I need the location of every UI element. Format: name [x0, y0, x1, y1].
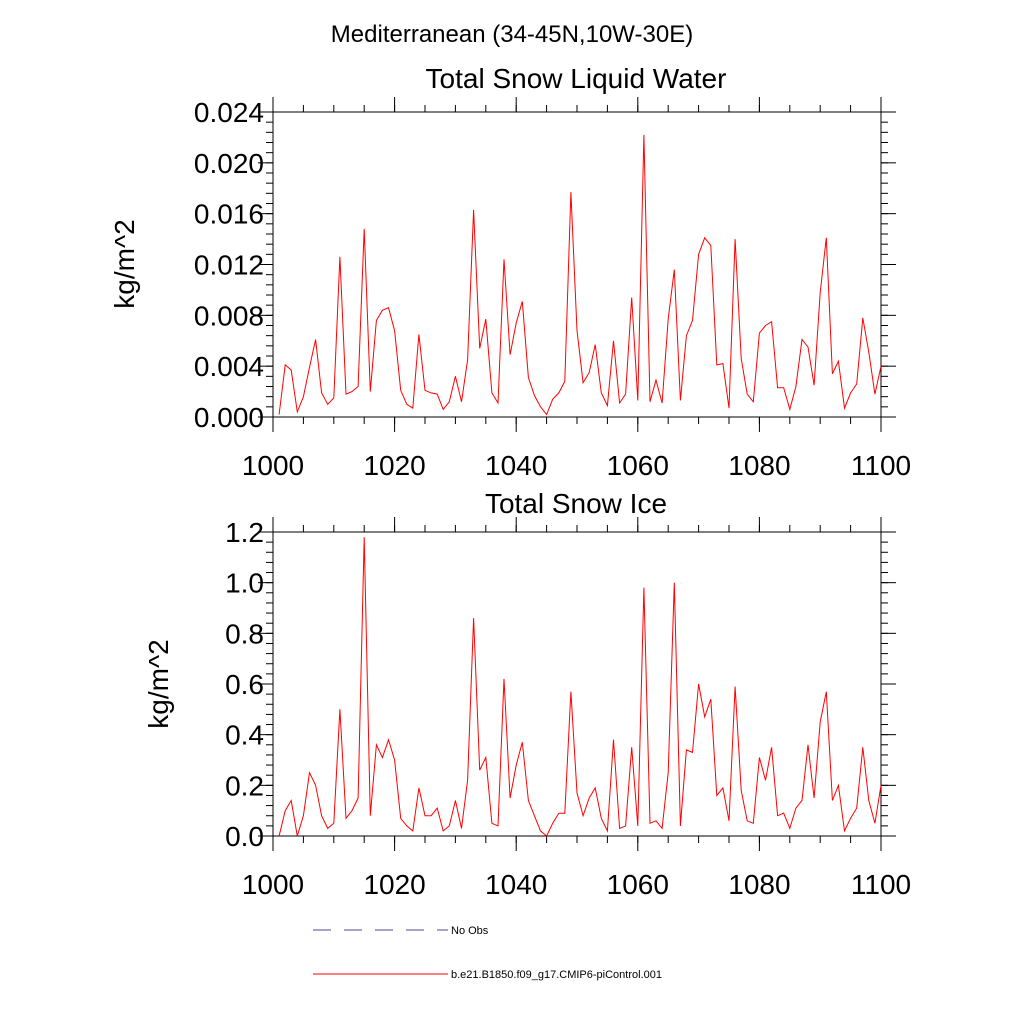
series-line [278, 134, 882, 416]
x-tick-label: 1040 [485, 450, 547, 481]
panel-snow-ice: Total Snow Ice kg/m^2 1000 1020 1040 1060 10… [143, 488, 911, 900]
ticks [258, 517, 896, 851]
axes-frame [272, 111, 882, 418]
y-tick-label: 0.2 [225, 770, 264, 801]
y-tick-label: 0.024 [194, 97, 264, 128]
x-tick-labels: 1000 1020 1040 1060 1080 1100 [242, 869, 911, 900]
x-tick-label: 1000 [242, 450, 304, 481]
y-tick-label: 1.0 [225, 568, 264, 599]
y-axis-label: kg/m^2 [143, 639, 174, 728]
figure-title: Mediterranean (34-45N,10W-30E) [331, 21, 693, 48]
x-tick-label: 1100 [851, 869, 911, 900]
x-tick-label: 1000 [242, 869, 304, 900]
x-tick-label: 1060 [607, 450, 669, 481]
y-tick-label: 0.0 [225, 821, 264, 852]
y-tick-label: 0.000 [194, 402, 264, 433]
y-tick-label: 1.2 [225, 517, 264, 548]
y-tick-label: 0.4 [225, 720, 264, 751]
x-tick-label: 1020 [363, 869, 425, 900]
x-tick-label: 1020 [363, 450, 425, 481]
series-group [278, 134, 882, 416]
plot-frame [272, 111, 882, 418]
series-line [278, 537, 882, 837]
x-tick-label: 1100 [851, 450, 911, 481]
x-tick-label: 1080 [728, 450, 790, 481]
y-tick-label: 0.020 [194, 148, 264, 179]
legend-label-no-obs: No Obs [451, 925, 489, 937]
x-tick-labels: 1000 1020 1040 1060 1080 1100 [242, 450, 911, 481]
y-tick-label: 0.8 [225, 618, 264, 649]
x-tick-label: 1080 [728, 869, 790, 900]
panel-snow-liquid-water: Total Snow Liquid Water kg/m^2 1000 1020 1… [109, 63, 911, 481]
y-tick-labels: 0.0 0.2 0.4 0.6 0.8 1.0 1.2 [225, 517, 264, 852]
ticks [258, 97, 896, 432]
y-tick-label: 0.6 [225, 669, 264, 700]
legend: No Obs b.e21.B1850.f09_g17.CMIP6-piContr… [313, 925, 662, 981]
series-group [278, 537, 882, 837]
y-tick-label: 0.012 [194, 250, 264, 281]
x-tick-label: 1040 [485, 869, 547, 900]
y-tick-label: 0.008 [194, 300, 264, 331]
panel-title: Total Snow Ice [485, 488, 667, 519]
panel-title: Total Snow Liquid Water [426, 63, 727, 94]
x-tick-label: 1060 [607, 869, 669, 900]
y-tick-labels: 0.000 0.004 0.008 0.012 0.016 0.020 0.024 [194, 97, 264, 433]
y-tick-label: 0.004 [194, 351, 264, 382]
y-axis-label: kg/m^2 [109, 219, 140, 308]
legend-label-model: b.e21.B1850.f09_g17.CMIP6-piControl.001 [451, 969, 662, 981]
y-tick-label: 0.016 [194, 199, 264, 230]
